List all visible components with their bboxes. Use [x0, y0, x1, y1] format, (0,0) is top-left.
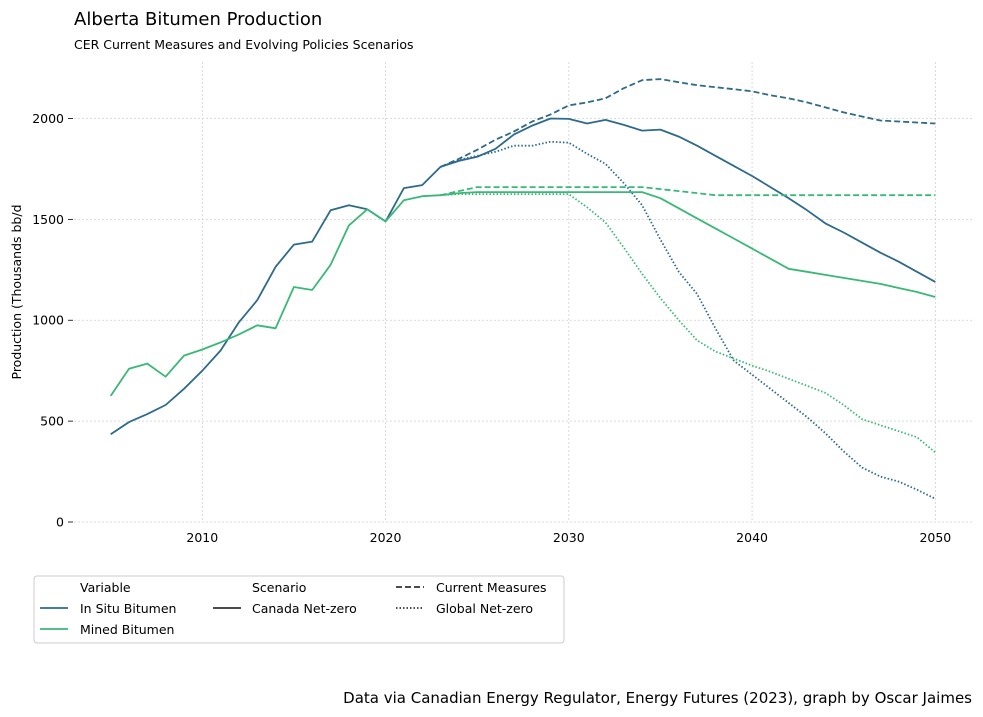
series-line-in-situ-bitumen-global-net-zero: [440, 140, 936, 500]
y-tick-label: 1000: [32, 313, 64, 328]
legend-scenario-header: Scenario: [252, 580, 306, 595]
legend: Variable In Situ Bitumen Mined Bitumen S…: [33, 575, 565, 644]
y-axis: 0 500 1000 1500 2000: [32, 111, 73, 530]
legend-box: [33, 575, 565, 644]
legend-label-current-measures: Current Measures: [436, 580, 547, 595]
y-tick-label: 0: [56, 515, 64, 530]
legend-label-mined: Mined Bitumen: [80, 622, 174, 637]
y-axis-label: Production (Thousands bb/d: [9, 204, 24, 379]
series-line-in-situ-bitumen-current-measures: [440, 78, 936, 168]
source-caption: Data via Canadian Energy Regulator, Ener…: [343, 689, 972, 707]
y-tick-label: 1500: [32, 212, 64, 227]
y-tick-label: 2000: [32, 111, 64, 126]
legend-label-in-situ: In Situ Bitumen: [80, 601, 176, 616]
grid: [74, 62, 972, 523]
legend-label-canada-net-zero: Canada Net-zero: [252, 601, 357, 616]
chart-title: Alberta Bitumen Production: [74, 9, 322, 30]
legend-variable-header: Variable: [80, 580, 131, 595]
legend-label-global-net-zero: Global Net-zero: [436, 601, 533, 616]
series-line-mined-bitumen-current-measures: [440, 186, 936, 197]
x-axis: 2010 2020 2030 2040 2050: [186, 530, 951, 545]
x-tick-label: 2050: [919, 530, 951, 545]
chart-subtitle: CER Current Measures and Evolving Polici…: [74, 37, 413, 52]
x-tick-label: 2040: [736, 530, 768, 545]
series-line-mined-bitumen-global-net-zero: [440, 193, 936, 454]
series-line-in-situ-bitumen-canada-net-zero: [110, 117, 936, 435]
y-tick-label: 500: [40, 414, 64, 429]
x-tick-label: 2020: [370, 530, 402, 545]
series-lines: [109, 78, 936, 500]
x-tick-label: 2030: [553, 530, 585, 545]
series-line-mined-bitumen-canada-net-zero: [109, 191, 936, 397]
x-tick-label: 2010: [186, 530, 218, 545]
